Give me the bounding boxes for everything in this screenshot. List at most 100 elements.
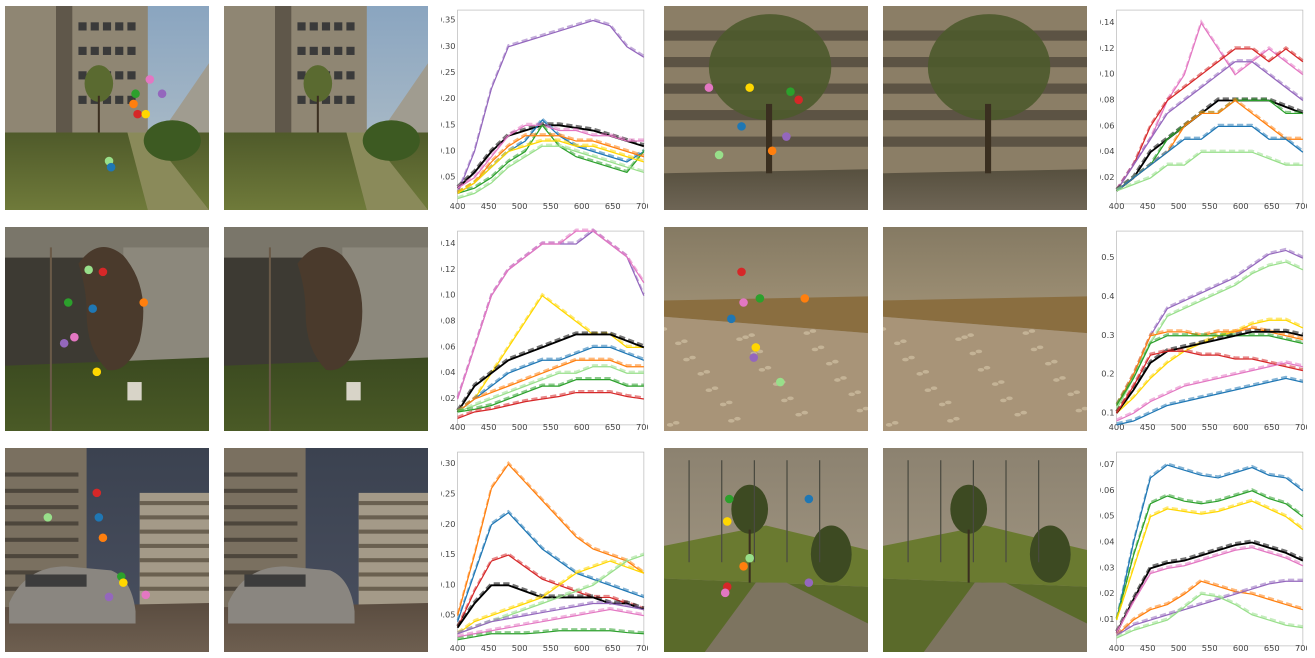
series-line-predicted	[456, 344, 645, 412]
road	[664, 169, 868, 210]
y-tick-label: 0.25	[441, 67, 455, 77]
y-tick-label: 0.14	[441, 238, 455, 248]
sample-point	[714, 150, 724, 160]
x-tick-label: 600	[1233, 201, 1249, 210]
x-tick-label: 500	[512, 643, 528, 652]
sample-point	[739, 298, 748, 307]
x-tick-label: 400	[450, 643, 466, 652]
x-tick-label: 450	[1140, 201, 1156, 210]
sample-point	[800, 294, 810, 303]
sample-point	[106, 162, 116, 172]
series-line-measured	[457, 391, 644, 419]
y-tick-label: 0.5	[1101, 252, 1114, 262]
y-tick-label: 0.02	[1100, 588, 1114, 598]
y-tick-label: 0.15	[441, 549, 455, 559]
y-tick-label: 0.14	[1100, 17, 1114, 27]
ridge	[664, 296, 868, 334]
x-tick-label: 550	[1202, 422, 1218, 431]
series-line-measured	[457, 135, 645, 194]
x-tick-label: 400	[450, 201, 466, 210]
plaque	[346, 382, 361, 401]
x-tick-label: 550	[543, 643, 559, 652]
x-tick-label: 600	[574, 422, 590, 431]
sample-point	[804, 578, 814, 587]
tree-trunk	[985, 103, 992, 174]
series-line-predicted	[456, 357, 644, 412]
series-line-predicted	[1115, 97, 1303, 191]
series-line-predicted	[457, 143, 645, 198]
tree-trunk	[766, 103, 773, 174]
series-line-predicted	[1115, 488, 1304, 619]
series-line-measured	[1115, 330, 1304, 414]
sample-point	[737, 267, 746, 277]
x-tick-label: 450	[481, 201, 497, 210]
tree-canopy	[708, 14, 832, 121]
series-line-predicted	[1115, 333, 1304, 405]
sample-point	[133, 109, 142, 119]
plot-frame	[457, 230, 645, 426]
x-tick-label: 400	[1109, 422, 1125, 431]
spectra-chart-tree-facade: 0.02 0.04 0.06 0.08 0.10 0.12 0.14 400 450 500 550…	[1100, 6, 1307, 210]
series-line-measured	[1115, 490, 1304, 621]
y-tick-label: 0.06	[1100, 485, 1114, 495]
pole	[49, 247, 52, 431]
series-line-predicted	[457, 377, 644, 412]
series-line-predicted	[457, 364, 644, 412]
scene-reconstructed-street-car	[224, 448, 428, 652]
road	[704, 582, 868, 652]
sample-point	[139, 298, 149, 307]
series-line-predicted	[457, 138, 645, 193]
x-tick-label: 650	[1264, 643, 1280, 652]
sample-point	[119, 578, 128, 587]
series-line-predicted	[1115, 59, 1304, 190]
series-line-measured	[1116, 580, 1304, 636]
spectra-chart-rocky-hill: 0.1 0.2 0.3 0.4 0.5 400 450 500 550 600 650 700	[1100, 227, 1307, 431]
series-line-measured	[1116, 593, 1303, 639]
sample-point	[104, 592, 114, 602]
lawn	[5, 357, 209, 431]
series-line-measured	[1116, 48, 1304, 192]
x-tick-label: 550	[1202, 643, 1218, 652]
x-tick-label: 500	[512, 422, 528, 431]
x-tick-label: 550	[543, 201, 559, 210]
sample-point	[43, 513, 53, 522]
scene-annotated-rocky-hill	[664, 227, 868, 431]
y-tick-label: 0.12	[1100, 43, 1114, 53]
sample-point	[755, 294, 765, 303]
series-line-predicted	[1116, 578, 1303, 635]
plaque	[127, 382, 142, 401]
scene-annotated-building-courtyard	[5, 6, 209, 210]
series-line-predicted	[457, 606, 645, 637]
sample-point	[724, 494, 734, 504]
y-tick-label: 0.10	[441, 146, 455, 156]
spectra-chart-park-road: 0.01 0.02 0.03 0.04 0.05 0.06 0.07 400 450 500 550…	[1100, 448, 1307, 652]
building	[5, 6, 148, 133]
series-line-measured	[1116, 125, 1304, 192]
series-line-predicted	[456, 17, 645, 193]
series-line-predicted	[1115, 325, 1304, 405]
y-tick-label: 0.30	[441, 41, 455, 51]
x-tick-label: 650	[1264, 422, 1280, 431]
sculpture-shape	[78, 247, 144, 371]
tree-canopy	[927, 14, 1051, 121]
sculpture-shape	[297, 247, 363, 371]
x-tick-label: 600	[574, 643, 590, 652]
tree-center	[731, 484, 769, 534]
rocky-ground	[664, 316, 868, 431]
sample-point	[745, 83, 754, 92]
sample-point	[775, 377, 785, 387]
sample-point	[145, 75, 155, 84]
plot-frame	[457, 451, 645, 647]
sample-point	[739, 562, 748, 571]
sample-point	[131, 89, 140, 99]
series-line-measured	[457, 294, 644, 413]
series-line-predicted	[1115, 123, 1304, 191]
series-line-measured	[457, 379, 644, 413]
sample-point	[704, 83, 714, 92]
y-tick-label: 0.04	[1100, 146, 1114, 156]
series-line-predicted	[456, 552, 645, 627]
x-tick-label: 500	[1171, 643, 1187, 652]
scene-reconstructed-rocky-hill	[883, 227, 1087, 431]
x-tick-label: 650	[605, 201, 621, 210]
sample-point	[794, 95, 803, 105]
